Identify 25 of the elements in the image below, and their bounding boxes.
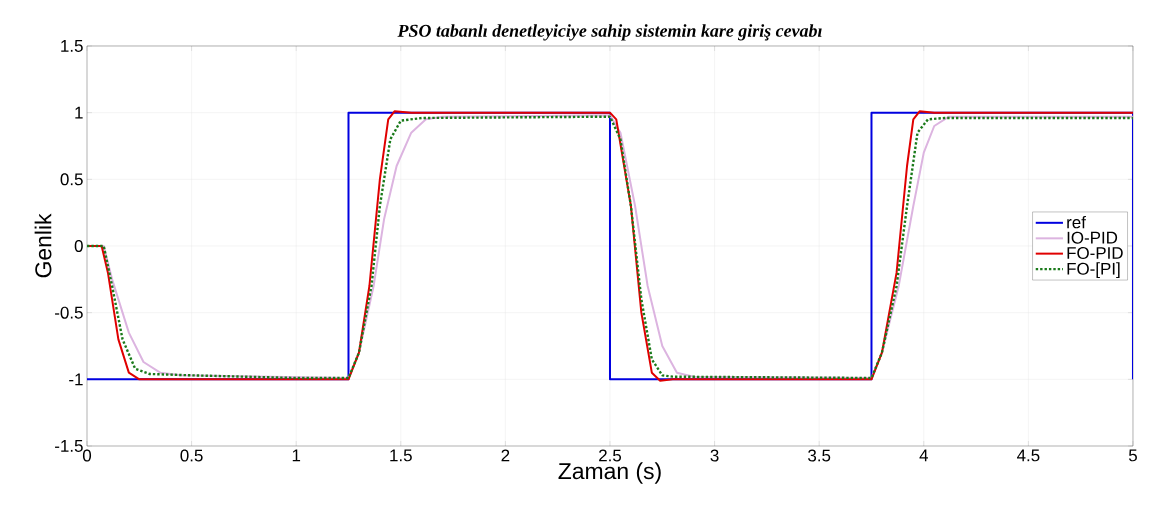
y-tick-label: 1: [75, 106, 83, 119]
y-tick-label: -1.5: [55, 440, 83, 452]
x-tick-label: 2.5: [599, 449, 622, 462]
x-tick-label: 1.5: [390, 449, 412, 462]
legend-label: FO-PID: [1067, 246, 1123, 259]
legend-label: FO-[PI]: [1067, 262, 1120, 279]
x-tick-label: 3.5: [808, 449, 831, 462]
y-tick-label: -1: [69, 373, 83, 386]
y-tick-label: -0.5: [55, 306, 83, 319]
x-axis-title: Zaman (s): [558, 462, 661, 484]
chart-title: PSO tabanlı denetleyiciye sahip sistemin kare giriş cevabı: [397, 24, 822, 41]
x-tick-label: 3: [710, 449, 719, 462]
x-tick-label: 2: [501, 449, 510, 462]
x-tick-label: 1: [292, 449, 301, 462]
x-tick-label: 0.5: [180, 449, 203, 462]
x-tick-label: 4.5: [1016, 449, 1040, 462]
legend-label: IO-PID: [1067, 231, 1118, 244]
x-tick-label: 0: [82, 449, 92, 462]
legend-label: ref: [1067, 215, 1086, 229]
y-tick-label: 1.5: [61, 40, 83, 52]
y-tick-label: 0: [74, 240, 83, 252]
x-tick-label: 5: [1128, 449, 1137, 462]
y-axis-title: Genlik: [34, 213, 52, 278]
x-tick-label: 4: [919, 449, 928, 462]
y-tick-label: 0.5: [60, 173, 83, 186]
